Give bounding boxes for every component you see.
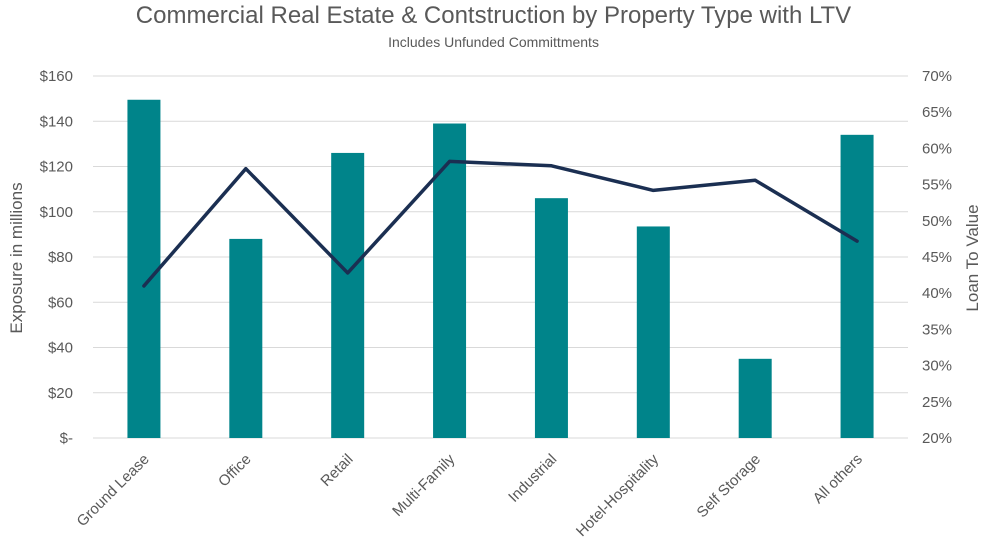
- bar: [433, 123, 467, 438]
- category-label: Ground Lease: [74, 451, 153, 530]
- bar: [229, 238, 263, 438]
- left-tick-label: $-: [60, 430, 73, 447]
- right-axis-ticks: 20% 25% 30% 35% 40% 45% 50% 55% 60% 65% 70%: [922, 68, 952, 447]
- left-axis-ticks: $- $20 $40 $60 $80 $100 $120 $140 $160: [40, 68, 73, 447]
- bar: [331, 152, 365, 439]
- ltv-point: [855, 239, 859, 243]
- category-labels: Ground Lease Office Retail Multi-Family Indu…: [74, 450, 866, 540]
- left-tick-label: $20: [48, 385, 73, 402]
- ltv-point: [549, 164, 553, 168]
- ltv-point: [346, 271, 350, 275]
- ltv-point: [651, 188, 655, 192]
- category-label: Office: [215, 451, 255, 491]
- left-tick-label: $40: [48, 340, 73, 357]
- right-tick-label: 20%: [922, 430, 952, 447]
- bar: [534, 198, 568, 438]
- bar: [738, 358, 772, 438]
- right-tick-label: 70%: [922, 68, 952, 85]
- chart-subtitle: Includes Unfunded Committments: [388, 34, 599, 50]
- ltv-point: [142, 284, 146, 288]
- line-series: [142, 159, 859, 288]
- right-tick-label: 50%: [922, 213, 952, 230]
- right-tick-label: 25%: [922, 394, 952, 411]
- category-label: Retail: [317, 451, 356, 490]
- right-axis-title: Loan To Value: [963, 204, 982, 311]
- ltv-point: [753, 178, 757, 182]
- left-axis-title: Exposure in millions: [7, 182, 26, 333]
- category-label: Self Storage: [694, 451, 764, 521]
- right-tick-label: 65%: [922, 104, 952, 121]
- ltv-point: [448, 159, 452, 163]
- gridlines: [93, 75, 908, 439]
- category-label: Multi-Family: [389, 450, 459, 520]
- bar-series: [127, 99, 874, 439]
- category-label: Industrial: [505, 451, 560, 506]
- bar: [636, 226, 670, 438]
- right-tick-label: 30%: [922, 358, 952, 375]
- left-tick-label: $100: [40, 204, 73, 221]
- ltv-point: [244, 167, 248, 171]
- right-tick-label: 55%: [922, 177, 952, 194]
- left-tick-label: $120: [40, 159, 73, 176]
- bar: [127, 99, 161, 438]
- right-tick-label: 40%: [922, 285, 952, 302]
- right-tick-label: 35%: [922, 321, 952, 338]
- chart-title: Commercial Real Estate & Contstruction b…: [135, 2, 852, 29]
- left-tick-label: $140: [40, 113, 73, 130]
- category-label: Hotel-Hospitality: [573, 450, 663, 540]
- category-label: All others: [810, 451, 866, 507]
- left-tick-label: $160: [40, 68, 73, 85]
- ltv-line: [142, 159, 859, 288]
- right-tick-label: 60%: [922, 140, 952, 157]
- left-tick-label: $60: [48, 294, 73, 311]
- bar: [840, 134, 874, 438]
- right-tick-label: 45%: [922, 249, 952, 266]
- left-tick-label: $80: [48, 249, 73, 266]
